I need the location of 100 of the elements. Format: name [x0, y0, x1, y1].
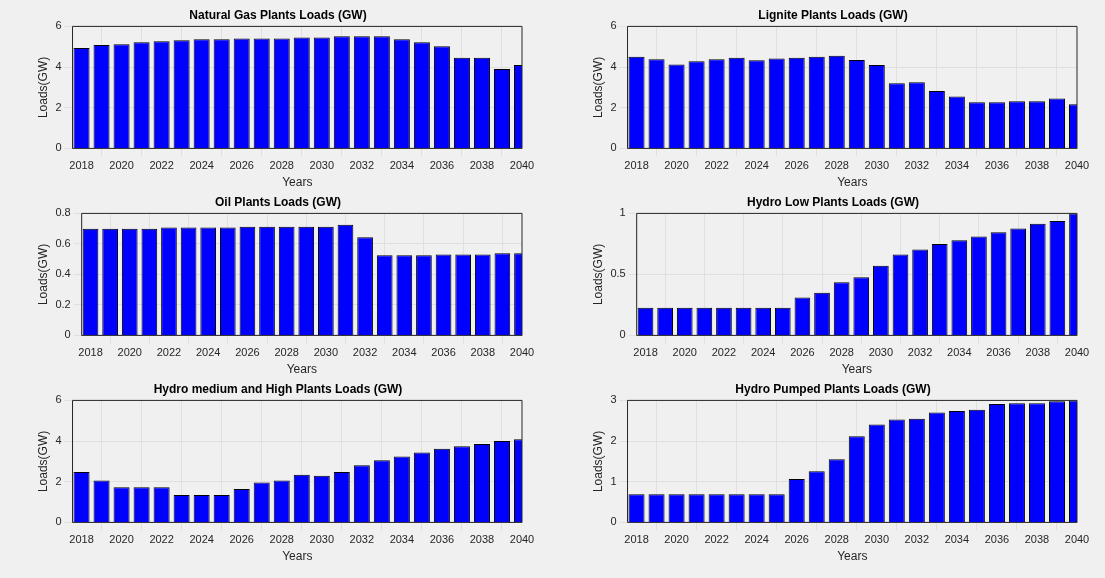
x-tick-label: 2032 [349, 533, 375, 546]
x-tick-label: 2026 [229, 533, 254, 546]
x-tick-label: 2030 [313, 346, 339, 359]
y-tick-label: 0.2 [55, 297, 71, 310]
y-tick-label: 4 [55, 434, 62, 447]
x-tick-label: 2038 [1025, 346, 1051, 359]
x-tick-label: 2040 [1064, 533, 1090, 546]
y-axis-title: Loads(GW) [35, 243, 50, 306]
x-tick-label: 2036 [431, 346, 456, 359]
x-tick-label: 2026 [784, 533, 809, 546]
x-tick-label: 2030 [868, 346, 894, 359]
x-tick-label: 2026 [235, 346, 260, 359]
y-tick-label: 3 [610, 393, 617, 406]
x-tick-label: 2028 [274, 346, 299, 359]
x-tick-label: 2036 [429, 533, 455, 546]
y-tick-label: 4 [610, 60, 617, 73]
chart-title: Hydro medium and High Plants Loads (GW) [153, 381, 403, 396]
x-tick-label: 2034 [944, 159, 970, 172]
x-tick-label: 2024 [189, 533, 214, 546]
y-tick-label: 1 [610, 474, 617, 487]
x-tick-label: 2022 [149, 533, 174, 546]
x-tick-label: 2022 [149, 159, 174, 172]
x-tick-label: 2038 [1024, 533, 1050, 546]
y-tick-label: 2 [55, 100, 62, 113]
x-tick-label: 2034 [392, 346, 417, 359]
x-tick-label: 2030 [309, 533, 335, 546]
x-tick-label: 2018 [624, 533, 649, 546]
y-tick-label: 0 [610, 515, 617, 528]
x-tick-label: 2024 [195, 346, 221, 359]
x-tick-label: 2040 [509, 346, 535, 359]
x-tick-label: 2032 [349, 159, 375, 172]
x-tick-label: 2028 [824, 533, 849, 546]
x-tick-label: 2018 [69, 533, 94, 546]
x-tick-label: 2020 [117, 346, 142, 359]
x-tick-label: 2040 [509, 533, 535, 546]
chart-title: Lignite Plants Loads (GW) [758, 7, 908, 22]
x-tick-label: 2024 [189, 159, 214, 172]
y-tick-label: 0 [610, 141, 617, 154]
y-tick-label: 0.5 [610, 267, 626, 280]
x-tick-label: 2024 [750, 346, 776, 359]
x-tick-label: 2018 [78, 346, 103, 359]
y-axis-title: Loads(GW) [590, 430, 605, 493]
chart-title: Oil Plants Loads (GW) [214, 194, 342, 209]
x-tick-label: 2020 [109, 533, 134, 546]
chart-title: Hydro Pumped Plants Loads (GW) [735, 381, 931, 396]
x-tick-label: 2032 [904, 533, 930, 546]
y-tick-label: 6 [55, 393, 62, 406]
x-tick-label: 2020 [664, 159, 689, 172]
x-tick-label: 2022 [704, 159, 729, 172]
x-tick-label: 2038 [469, 533, 495, 546]
x-tick-label: 2038 [469, 159, 495, 172]
y-tick-label: 2 [55, 474, 62, 487]
x-tick-label: 2030 [864, 533, 890, 546]
x-axis-title: Years [282, 175, 313, 190]
x-tick-label: 2022 [711, 346, 737, 359]
y-axis-title: Loads(GW) [35, 430, 50, 493]
x-tick-label: 2020 [672, 346, 697, 359]
x-tick-label: 2026 [229, 159, 254, 172]
x-tick-label: 2032 [904, 159, 930, 172]
x-tick-label: 2036 [986, 346, 1011, 359]
y-tick-label: 6 [55, 19, 62, 32]
y-tick-label: 2 [610, 434, 617, 447]
x-tick-label: 2018 [624, 159, 649, 172]
x-tick-label: 2034 [389, 533, 415, 546]
x-tick-label: 2034 [389, 159, 415, 172]
x-axis-title: Years [837, 175, 868, 190]
x-tick-label: 2030 [864, 159, 890, 172]
x-tick-label: 2028 [824, 159, 849, 172]
x-tick-label: 2020 [664, 533, 689, 546]
x-axis-title: Years [841, 362, 872, 377]
y-tick-label: 6 [610, 19, 617, 32]
y-tick-label: 0 [64, 328, 71, 341]
chart-title: Hydro Low Plants Loads (GW) [746, 194, 920, 209]
y-tick-label: 4 [55, 60, 62, 73]
x-tick-label: 2038 [1024, 159, 1050, 172]
y-tick-label: 0 [55, 515, 62, 528]
x-axis-title: Years [286, 362, 317, 377]
x-tick-label: 2028 [829, 346, 854, 359]
x-tick-label: 2040 [1064, 346, 1090, 359]
y-axis-title: Loads(GW) [35, 56, 50, 119]
chart-title: Natural Gas Plants Loads (GW) [189, 7, 367, 22]
x-tick-label: 2018 [69, 159, 94, 172]
x-tick-label: 2040 [509, 159, 535, 172]
y-tick-label: 0 [55, 141, 62, 154]
x-tick-label: 2028 [269, 159, 294, 172]
x-tick-label: 2040 [1064, 159, 1090, 172]
x-tick-label: 2032 [352, 346, 378, 359]
y-axis-title: Loads(GW) [590, 243, 605, 306]
x-tick-label: 2032 [907, 346, 933, 359]
x-tick-label: 2022 [704, 533, 729, 546]
x-tick-label: 2018 [633, 346, 658, 359]
x-tick-label: 2028 [269, 533, 294, 546]
x-tick-label: 2024 [744, 159, 769, 172]
y-axis-title: Loads(GW) [590, 56, 605, 119]
y-tick-label: 0.6 [55, 236, 71, 249]
x-tick-label: 2036 [429, 159, 455, 172]
y-tick-label: 2 [610, 100, 617, 113]
x-tick-label: 2038 [470, 346, 496, 359]
x-tick-label: 2026 [790, 346, 815, 359]
x-axis-title: Years [282, 549, 313, 564]
